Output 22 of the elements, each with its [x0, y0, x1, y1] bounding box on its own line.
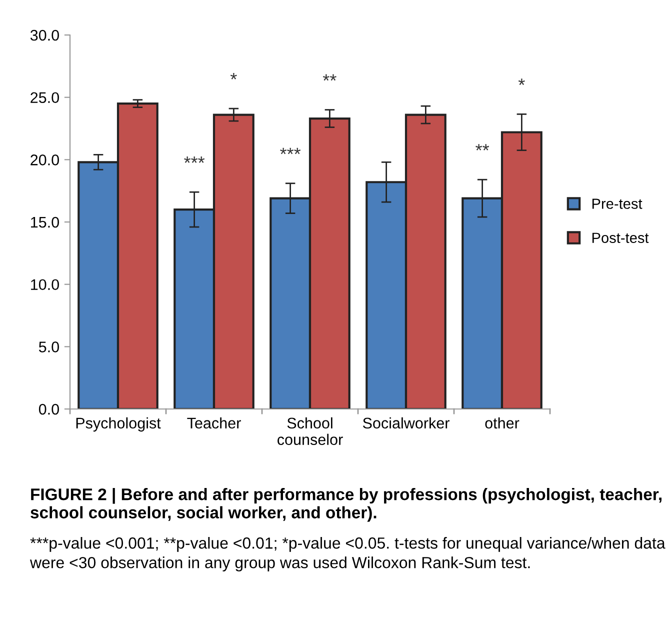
- legend-label: Pre-test: [592, 198, 642, 209]
- y-tick-label: 30.0: [30, 30, 59, 41]
- x-tick-label: Psychologist: [76, 417, 161, 432]
- x-tick-label: Teacher: [187, 417, 241, 429]
- y-tick-label: 10.0: [31, 279, 59, 290]
- x-tick-label: School counselor: [278, 417, 343, 446]
- y-tick-label: 15.0: [31, 216, 59, 228]
- annotation: *: [518, 78, 525, 85]
- text: ***p-value <0.001; **p-value <0.01; *p-value <0.05. t-tests for unequal variance/when data were <30 observation in any group was used Wilcoxon Rank-Sum test.: [30, 537, 666, 572]
- y-tick-label: 0.0: [38, 404, 59, 415]
- annotation: **: [476, 144, 490, 150]
- x-tick-label: other: [485, 417, 520, 429]
- text: FIGURE 2 | Before and after performance by professions (psychologist, teacher, school counselor, social worker, and other).: [30, 488, 662, 522]
- y-tick-label: 5.0: [38, 342, 59, 352]
- annotation: **: [322, 74, 336, 81]
- x-tick-label: Socialworker: [362, 417, 450, 429]
- y-tick-label: 20.0: [30, 154, 59, 166]
- annotation: *: [230, 73, 237, 80]
- legend-label: Post-test: [592, 232, 649, 243]
- y-tick-label: 25.0: [30, 92, 59, 104]
- annotation: ***: [280, 148, 301, 154]
- annotation: ***: [184, 156, 205, 163]
